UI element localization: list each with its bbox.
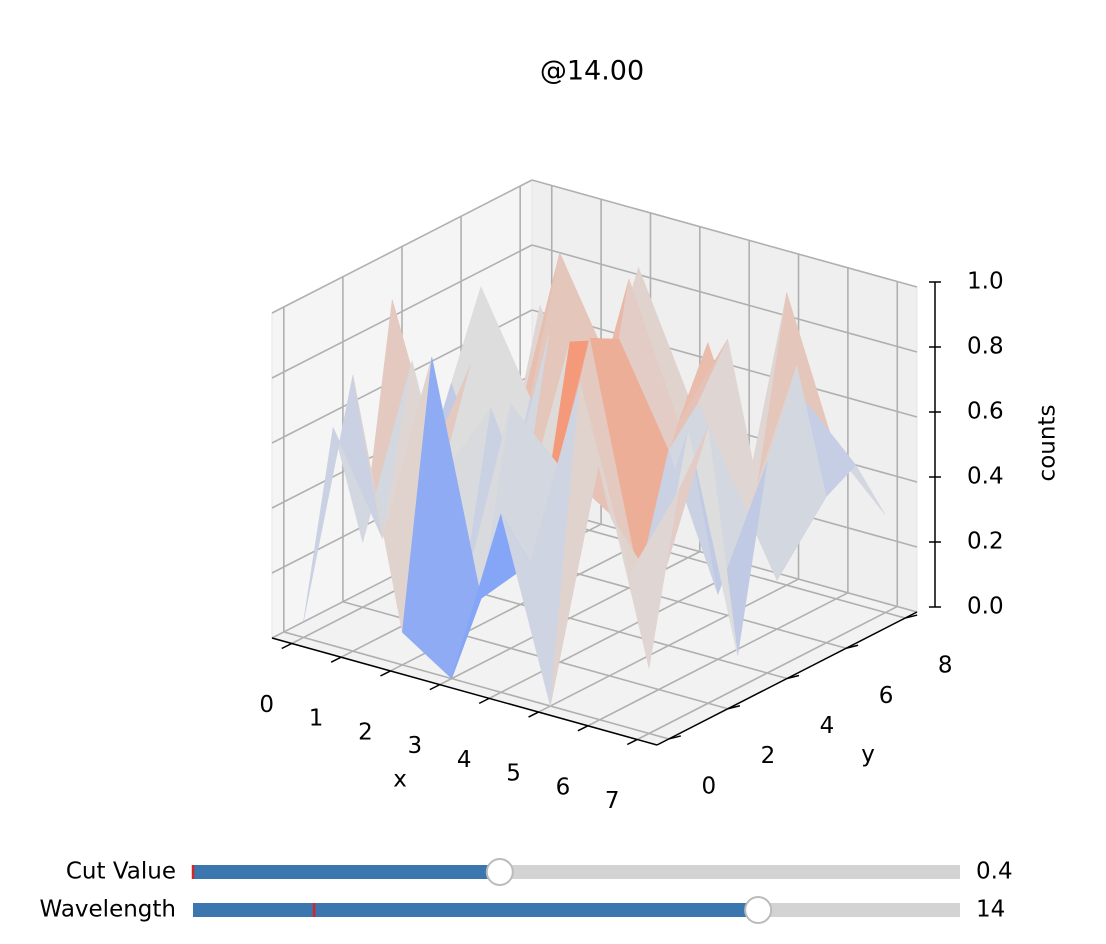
grid-line [283, 631, 670, 740]
x-tick [577, 725, 589, 732]
x-tick [429, 683, 441, 691]
x-tick [528, 711, 539, 718]
y-axis-label: y [861, 742, 875, 768]
slider-label: Cut Value [66, 859, 176, 885]
x-tick-label: 2 [358, 719, 373, 745]
x-tick-label: 3 [408, 733, 423, 759]
grid-line [531, 179, 918, 288]
x-tick [478, 697, 490, 705]
slider-handle[interactable] [485, 858, 514, 886]
x-tick-label: 0 [259, 692, 274, 718]
slider-handle[interactable] [744, 896, 773, 924]
z-tick-label: 0.0 [967, 594, 1004, 620]
slider-fill [193, 903, 759, 917]
x-tick [330, 656, 342, 663]
y-tick-label: 8 [938, 653, 953, 679]
y-axis [656, 611, 918, 746]
z-axis-label: counts [1035, 405, 1061, 482]
x-axis-label: x [393, 767, 407, 793]
z-tick-label: 0.8 [967, 334, 1004, 360]
grid-line [531, 244, 918, 353]
x-tick-label: 6 [556, 774, 571, 800]
slider-label: Wavelength [40, 897, 176, 923]
grid-line [271, 179, 533, 314]
slider-value: 14 [976, 897, 1005, 923]
chart-title: @14.00 [540, 56, 644, 87]
x-tick [380, 670, 391, 677]
y-tick-label: 0 [701, 773, 716, 799]
grid-line [271, 244, 533, 379]
z-tick-label: 0.2 [967, 529, 1004, 555]
y-tick-label: 6 [879, 683, 894, 709]
z-tick-label: 0.4 [967, 464, 1004, 490]
x-tick-label: 7 [605, 788, 620, 814]
slider-fill [193, 865, 500, 879]
y-tick-label: 2 [761, 743, 776, 769]
slider-value: 0.4 [976, 859, 1013, 885]
x-tick-label: 5 [506, 761, 521, 787]
x-tick-label: 4 [457, 747, 472, 773]
x-axis [271, 637, 658, 746]
x-tick [281, 642, 293, 650]
y-tick-label: 4 [820, 713, 835, 739]
x-tick [626, 738, 638, 746]
z-tick-label: 1.0 [967, 269, 1004, 295]
x-tick-label: 1 [309, 706, 324, 732]
z-tick-label: 0.6 [967, 399, 1004, 425]
surface-face [599, 459, 679, 669]
